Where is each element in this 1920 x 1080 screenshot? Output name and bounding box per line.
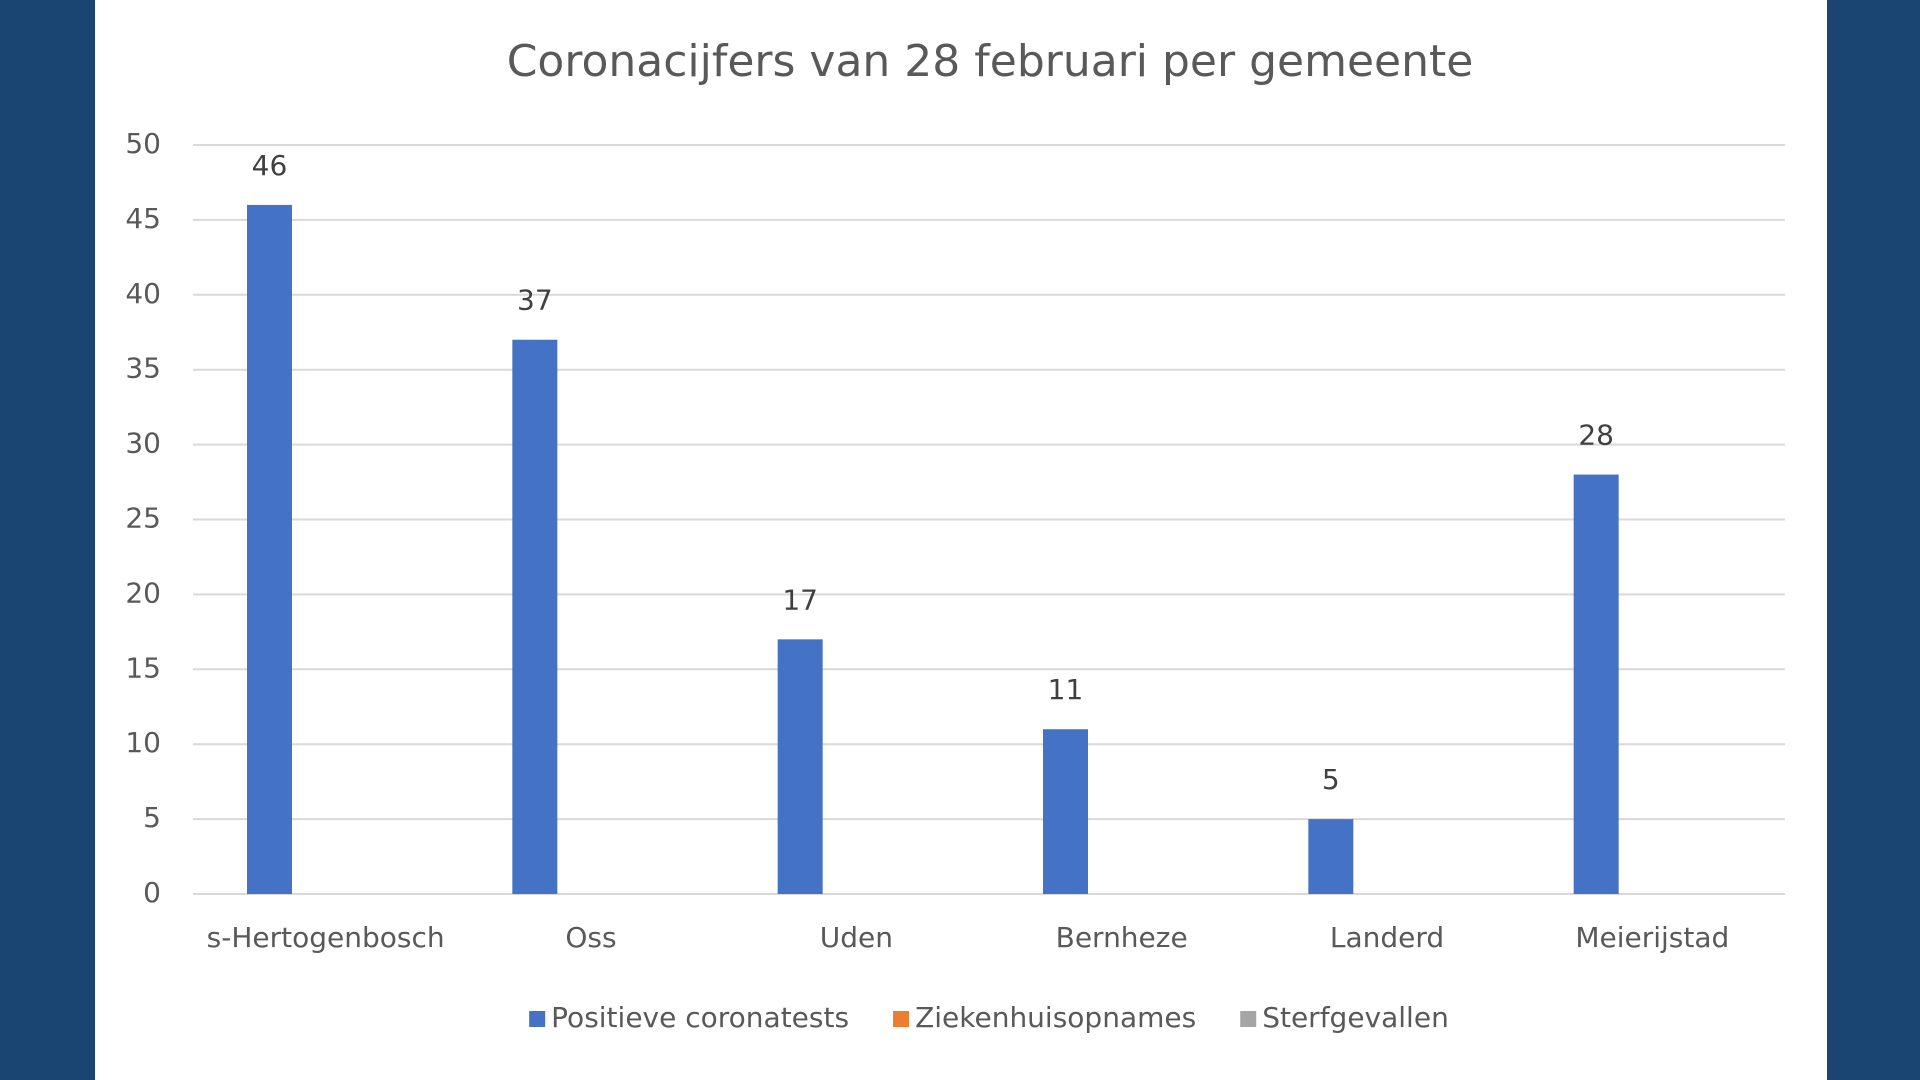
y-tick-label: 35 (125, 352, 161, 385)
x-tick-label: s-Hertogenbosch (207, 921, 445, 954)
y-tick-label: 40 (125, 277, 161, 310)
x-tick-label: Landerd (1330, 921, 1444, 954)
legend-label: Ziekenhuisopnames (915, 1001, 1196, 1034)
y-tick-label: 25 (125, 502, 161, 535)
legend-swatch (893, 1011, 910, 1027)
data-label: 46 (252, 149, 288, 182)
x-tick-label: Meierijstad (1575, 921, 1729, 954)
chart-title: Coronacijfers van 28 februari per gemeen… (507, 36, 1474, 87)
chart-panel (95, 0, 1827, 1080)
y-tick-label: 50 (125, 127, 161, 160)
bar (512, 339, 558, 894)
bar (1573, 474, 1619, 894)
y-tick-label: 30 (125, 427, 161, 460)
bar (247, 204, 292, 895)
data-label: 5 (1322, 763, 1340, 796)
data-label: 37 (517, 284, 553, 317)
data-label: 28 (1578, 419, 1614, 452)
data-label: 11 (1048, 673, 1084, 706)
bar (1308, 819, 1354, 894)
bar (1043, 729, 1088, 894)
x-tick-label: Oss (565, 921, 616, 954)
y-tick-label: 45 (125, 202, 161, 235)
legend-label: Sterfgevallen (1262, 1001, 1449, 1034)
legend-swatch (1240, 1011, 1257, 1027)
y-tick-label: 20 (125, 576, 161, 609)
y-tick-label: 10 (125, 726, 161, 759)
bar (777, 639, 823, 894)
y-tick-label: 15 (125, 651, 161, 684)
x-tick-label: Bernheze (1056, 921, 1188, 954)
y-tick-label: 5 (143, 801, 161, 834)
x-tick-label: Uden (820, 921, 893, 954)
data-label: 17 (782, 583, 818, 616)
legend-swatch (529, 1011, 546, 1027)
legend-label: Positieve coronatests (551, 1001, 849, 1034)
y-tick-label: 0 (143, 876, 161, 909)
